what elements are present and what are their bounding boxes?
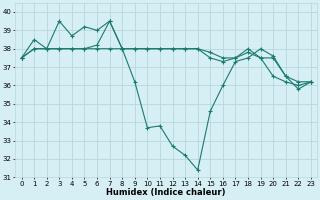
X-axis label: Humidex (Indice chaleur): Humidex (Indice chaleur) [107,188,226,197]
